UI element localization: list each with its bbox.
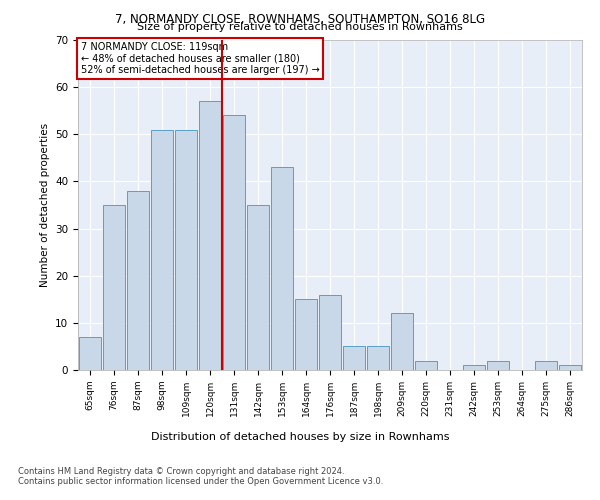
Bar [175,130,197,370]
Bar [247,205,269,370]
Bar [79,337,101,370]
Text: Distribution of detached houses by size in Rownhams: Distribution of detached houses by size … [151,432,449,442]
Y-axis label: Number of detached properties: Number of detached properties [40,123,50,287]
Bar [391,314,413,370]
Text: Size of property relative to detached houses in Rownhams: Size of property relative to detached ho… [137,22,463,32]
Bar [271,168,293,370]
Text: Contains public sector information licensed under the Open Government Licence v3: Contains public sector information licen… [18,478,383,486]
Bar [151,130,173,370]
Bar [103,205,125,370]
Bar [319,294,341,370]
Bar [559,366,581,370]
Text: 7 NORMANDY CLOSE: 119sqm
← 48% of detached houses are smaller (180)
52% of semi-: 7 NORMANDY CLOSE: 119sqm ← 48% of detach… [80,42,319,75]
Bar [463,366,485,370]
Text: Contains HM Land Registry data © Crown copyright and database right 2024.: Contains HM Land Registry data © Crown c… [18,468,344,476]
Bar [487,360,509,370]
Bar [127,191,149,370]
Bar [343,346,365,370]
Bar [415,360,437,370]
Bar [367,346,389,370]
Bar [199,102,221,370]
Bar [535,360,557,370]
Bar [295,300,317,370]
Text: 7, NORMANDY CLOSE, ROWNHAMS, SOUTHAMPTON, SO16 8LG: 7, NORMANDY CLOSE, ROWNHAMS, SOUTHAMPTON… [115,12,485,26]
Bar [223,116,245,370]
